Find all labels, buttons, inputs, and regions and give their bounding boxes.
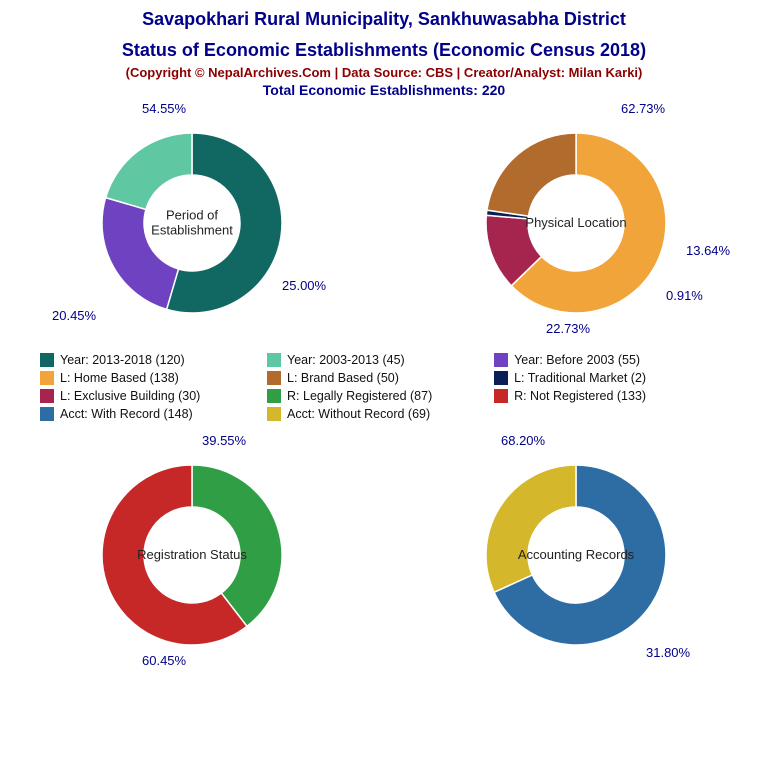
legend-item: Acct: With Record (148) bbox=[40, 407, 267, 421]
legend-swatch bbox=[267, 389, 281, 403]
legend-text: L: Traditional Market (2) bbox=[514, 371, 646, 385]
pct-label: 25.00% bbox=[282, 278, 326, 293]
pct-label: 68.20% bbox=[501, 433, 545, 448]
donut-period: Period of Establishment 54.55% 25.00% 20.45… bbox=[22, 103, 362, 343]
donut-slice bbox=[106, 133, 192, 209]
donut-center-label: Period of Establishment bbox=[132, 207, 252, 238]
pct-label: 22.73% bbox=[546, 321, 590, 336]
legend-text: Year: 2013-2018 (120) bbox=[60, 353, 185, 367]
charts-row-top: Period of Establishment 54.55% 25.00% 20.45… bbox=[0, 103, 768, 343]
legend-swatch bbox=[494, 389, 508, 403]
legend-item: R: Not Registered (133) bbox=[494, 389, 721, 403]
legend-swatch bbox=[267, 353, 281, 367]
pct-label: 60.45% bbox=[142, 653, 186, 668]
legend-text: R: Not Registered (133) bbox=[514, 389, 646, 403]
legend-text: L: Exclusive Building (30) bbox=[60, 389, 200, 403]
legend-item: Acct: Without Record (69) bbox=[267, 407, 494, 421]
legend-item: L: Brand Based (50) bbox=[267, 371, 494, 385]
pct-label: 20.45% bbox=[52, 308, 96, 323]
chart-copyright: (Copyright © NepalArchives.Com | Data So… bbox=[0, 65, 768, 80]
legend-swatch bbox=[40, 407, 54, 421]
donut-accounting: Accounting Records 68.20% 31.80% bbox=[406, 435, 746, 675]
pct-label: 54.55% bbox=[142, 101, 186, 116]
legend-item: L: Home Based (138) bbox=[40, 371, 267, 385]
legend-swatch bbox=[40, 371, 54, 385]
legend-item: Year: Before 2003 (55) bbox=[494, 353, 721, 367]
donut-center-label: Registration Status bbox=[132, 547, 252, 563]
legend-text: Acct: Without Record (69) bbox=[287, 407, 430, 421]
donut-slice bbox=[487, 133, 576, 216]
legend-item: L: Traditional Market (2) bbox=[494, 371, 721, 385]
legend-text: L: Brand Based (50) bbox=[287, 371, 399, 385]
legend: Year: 2013-2018 (120) Year: 2003-2013 (45… bbox=[0, 348, 768, 430]
charts-row-bottom: Registration Status 39.55% 60.45% Accounti… bbox=[0, 435, 768, 675]
legend-swatch bbox=[494, 371, 508, 385]
legend-swatch bbox=[40, 389, 54, 403]
pct-label: 0.91% bbox=[666, 288, 703, 303]
legend-text: R: Legally Registered (87) bbox=[287, 389, 432, 403]
pct-label: 62.73% bbox=[621, 101, 665, 116]
legend-item: Year: 2003-2013 (45) bbox=[267, 353, 494, 367]
chart-title-line2: Status of Economic Establishments (Econo… bbox=[0, 39, 768, 62]
legend-item: L: Exclusive Building (30) bbox=[40, 389, 267, 403]
legend-text: L: Home Based (138) bbox=[60, 371, 179, 385]
donut-slice bbox=[486, 465, 576, 592]
pct-label: 31.80% bbox=[646, 645, 690, 660]
donut-center-label: Physical Location bbox=[516, 215, 636, 231]
donut-location: Physical Location 62.73% 13.64% 0.91% 22.73% bbox=[406, 103, 746, 343]
chart-total: Total Economic Establishments: 220 bbox=[0, 82, 768, 98]
legend-text: Acct: With Record (148) bbox=[60, 407, 193, 421]
legend-swatch bbox=[40, 353, 54, 367]
chart-title-line1: Savapokhari Rural Municipality, Sankhuwa… bbox=[0, 8, 768, 31]
legend-text: Year: 2003-2013 (45) bbox=[287, 353, 405, 367]
legend-swatch bbox=[267, 407, 281, 421]
pct-label: 39.55% bbox=[202, 433, 246, 448]
legend-swatch bbox=[494, 353, 508, 367]
donut-center-label: Accounting Records bbox=[516, 547, 636, 563]
legend-item: R: Legally Registered (87) bbox=[267, 389, 494, 403]
legend-item: Year: 2013-2018 (120) bbox=[40, 353, 267, 367]
pct-label: 13.64% bbox=[686, 243, 730, 258]
legend-text: Year: Before 2003 (55) bbox=[514, 353, 640, 367]
legend-swatch bbox=[267, 371, 281, 385]
donut-registration: Registration Status 39.55% 60.45% bbox=[22, 435, 362, 675]
